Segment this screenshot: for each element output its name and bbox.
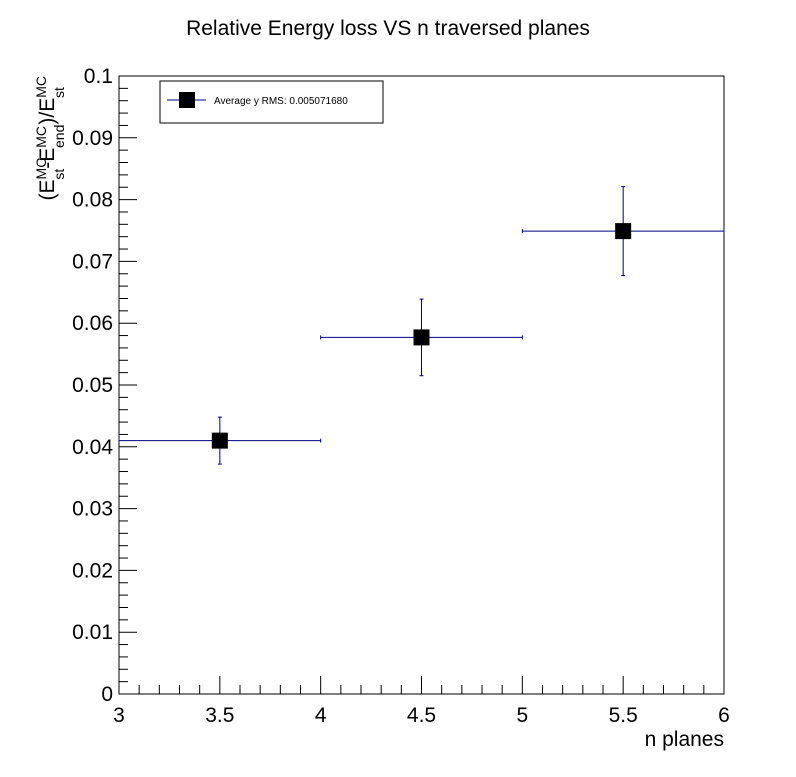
x-tick-label: 4.5 <box>407 704 436 727</box>
x-axis-label: n planes <box>645 728 724 751</box>
y-axis: 0 0.01 0.02 0.03 0.04 0.05 0.06 0.07 0.08 0.09 0.1 <box>72 65 137 706</box>
x-axis: 3 3.5 4 4.5 5 5.5 6 <box>113 676 730 727</box>
y-tick-label: 0.08 <box>72 189 113 212</box>
y-label-close: )/E <box>36 98 59 125</box>
y-label-open: (E <box>36 179 59 200</box>
y-axis-label: (EMC st-EMC end)/EMC st <box>33 76 67 200</box>
y-label-sup1: MC <box>33 158 49 180</box>
y-label-sup3: MC <box>33 76 49 98</box>
y-tick-label: 0.06 <box>72 312 113 335</box>
y-label-sub2: end <box>51 125 67 148</box>
data-point-square <box>615 223 632 240</box>
data-point-square <box>413 329 430 346</box>
chart-title: Relative Energy loss VS n traversed plan… <box>186 17 590 40</box>
x-tick-label: 3.5 <box>205 704 234 727</box>
y-tick-label: 0 <box>101 683 113 706</box>
legend-marker-square <box>179 92 195 108</box>
y-label-sub3: st <box>51 87 67 98</box>
x-tick-label: 5.5 <box>609 704 638 727</box>
x-tick-label: 6 <box>718 704 730 727</box>
y-tick-label: 0.07 <box>72 250 113 273</box>
data-layer <box>118 186 725 465</box>
y-tick-label: 0.03 <box>72 498 113 521</box>
y-label-sup2: MC <box>33 126 49 148</box>
x-tick-label: 3 <box>113 704 125 727</box>
y-tick-label: 0.1 <box>84 65 113 88</box>
x-tick-label: 5 <box>516 704 528 727</box>
legend: Average y RMS: 0.005071680 <box>159 80 384 124</box>
y-label-dash: -E <box>36 148 59 169</box>
y-tick-label: 0.09 <box>72 127 113 150</box>
y-label-sub1: st <box>51 169 67 180</box>
legend-label: Average y RMS: 0.005071680 <box>214 96 348 107</box>
plot-frame <box>118 75 725 695</box>
x-tick-label: 4 <box>315 704 327 727</box>
y-tick-label: 0.04 <box>72 436 113 459</box>
y-tick-label: 0.01 <box>72 621 113 644</box>
data-point-square <box>211 432 228 449</box>
legend-box <box>159 80 384 124</box>
y-tick-label: 0.02 <box>72 559 113 582</box>
y-tick-label: 0.05 <box>72 374 113 397</box>
